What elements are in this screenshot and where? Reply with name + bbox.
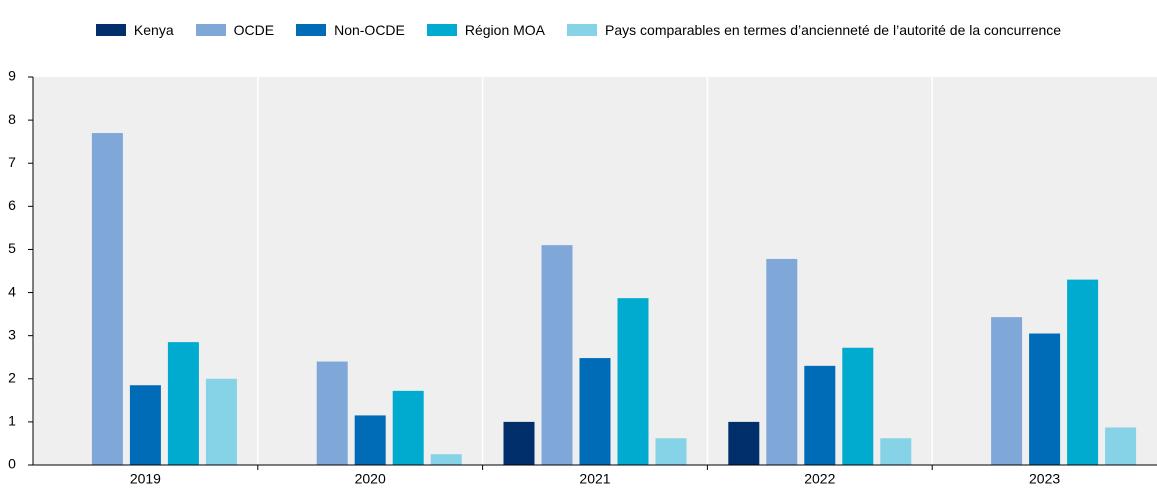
bar — [91, 133, 123, 466]
y-tick-label: 7 — [8, 154, 16, 170]
bar — [766, 258, 798, 465]
legend: Kenya OCDE Non-OCDE Région MOA Pays comparab… — [0, 22, 1157, 38]
x-tick-label: 2023 — [1029, 471, 1060, 487]
legend-item: Région MOA — [426, 22, 546, 38]
legend-item: Kenya — [95, 22, 174, 38]
legend-label: Non-OCDE — [334, 22, 405, 38]
y-tick-label: 4 — [8, 283, 16, 299]
legend-label: Région MOA — [464, 22, 546, 38]
legend-label: Pays comparables en termes d’ancienneté … — [605, 22, 1062, 38]
bar — [205, 378, 237, 465]
bar — [579, 358, 611, 465]
bar — [1105, 427, 1137, 465]
legend-swatch — [95, 24, 126, 36]
x-tick-label: 2021 — [579, 471, 610, 487]
bar — [1067, 279, 1099, 465]
y-tick-label: 9 — [8, 68, 16, 84]
bar — [316, 361, 348, 465]
legend-label: Kenya — [133, 22, 174, 38]
legend-item: OCDE — [195, 22, 275, 38]
legend-swatch — [567, 24, 598, 36]
legend-swatch — [296, 24, 327, 36]
bar — [541, 245, 573, 465]
legend-swatch — [426, 24, 457, 36]
bar — [728, 421, 760, 465]
y-tick-label: 5 — [8, 240, 16, 256]
y-tick-label: 8 — [8, 111, 16, 127]
bar — [655, 438, 687, 465]
bar — [842, 347, 874, 465]
bar — [430, 454, 462, 465]
y-tick-label: 6 — [8, 197, 16, 213]
y-tick-label: 2 — [8, 369, 16, 385]
y-tick-label: 3 — [8, 326, 16, 342]
bar — [392, 390, 424, 465]
bar — [167, 342, 199, 465]
bar — [804, 365, 836, 465]
bar — [880, 438, 912, 465]
legend-item: Pays comparables en termes d’ancienneté … — [567, 22, 1061, 38]
bar — [503, 421, 535, 465]
x-tick-label: 2022 — [804, 471, 835, 487]
bar — [991, 317, 1023, 465]
x-tick-label: 2019 — [130, 471, 161, 487]
bar — [1029, 333, 1061, 465]
legend-label: OCDE — [233, 22, 275, 38]
legend-item: Non-OCDE — [296, 22, 405, 38]
x-tick-label: 2020 — [355, 471, 386, 487]
bar — [354, 415, 386, 465]
legend-swatch — [195, 24, 226, 36]
y-tick-label: 0 — [8, 456, 16, 472]
y-tick-label: 1 — [8, 413, 16, 429]
bar — [617, 298, 649, 465]
bar — [129, 385, 161, 465]
